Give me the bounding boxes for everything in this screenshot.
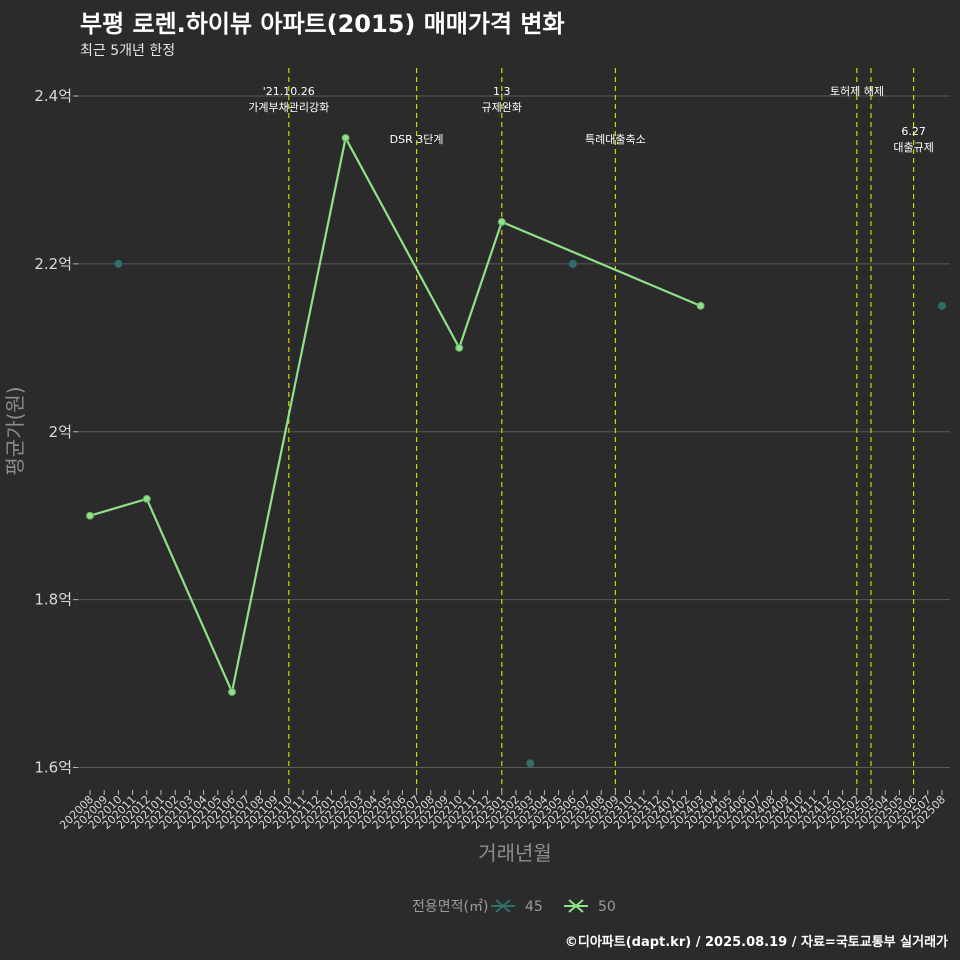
series-50-line	[89, 134, 702, 696]
y-tick-label: 1.6억	[34, 759, 72, 777]
y-tick-label: 2.2억	[34, 255, 72, 273]
chart-title: 부평 로렌.하이뷰 아파트(2015) 매매가격 변화	[80, 10, 565, 38]
legend-item-50: 50	[564, 899, 616, 915]
y-axis-ticks: 1.6억 1.8억 2억 2.2억 2.4억	[34, 87, 78, 777]
legend: 전용면적(㎡) 45 50	[412, 899, 616, 915]
policy-annotation: 특례대출축소	[585, 133, 646, 146]
series-50-point	[696, 301, 705, 310]
policy-annotation: 대출규제	[893, 141, 933, 154]
series-45-point	[526, 759, 535, 768]
series-45-point	[114, 259, 123, 268]
policy-annotation: 가계부채관리강화	[248, 101, 329, 114]
x-axis-ticks: 2020082020092020102020112020122021012021…	[57, 790, 948, 832]
legend-label: 45	[525, 899, 543, 915]
series-50-point	[228, 687, 236, 696]
x-axis-title: 거래년월	[478, 841, 552, 865]
series-50-point	[86, 511, 94, 520]
series-45-point	[938, 301, 946, 310]
policy-annotation: '21.10.26	[263, 85, 315, 98]
series-45-point	[568, 259, 577, 268]
y-tick-label: 2.4억	[34, 87, 72, 105]
legend-label: 50	[598, 899, 616, 915]
source-caption: ©디아파트(dapt.kr) / 2025.08.19 / 자료=국토교통부 실…	[564, 935, 948, 950]
series-50-point	[497, 217, 506, 226]
y-axis-title: 평균가(원)	[3, 386, 27, 475]
y-tick-label: 2억	[49, 423, 72, 441]
legend-key-cross	[495, 899, 511, 913]
series-50-point	[455, 343, 464, 352]
policy-annotation: 규제완화	[482, 101, 522, 114]
series-50-point	[341, 133, 350, 142]
legend-key-cross	[568, 899, 584, 913]
series-50-point	[142, 494, 151, 503]
policy-annotation: 토허제 해제	[830, 84, 884, 98]
series-layer	[86, 133, 946, 768]
policy-annotation: DSR 3단계	[390, 133, 444, 146]
policy-annotation: 6.27	[901, 125, 926, 138]
y-tick-label: 1.8억	[34, 591, 72, 609]
chart-subtitle: 최근 5개년 한정	[80, 43, 176, 59]
grid-layer	[78, 95, 950, 768]
legend-title: 전용면적(㎡)	[412, 899, 488, 915]
policy-lines	[288, 68, 915, 790]
policy-annotation: 1.3	[493, 85, 511, 98]
legend-item-45: 45	[491, 899, 543, 915]
